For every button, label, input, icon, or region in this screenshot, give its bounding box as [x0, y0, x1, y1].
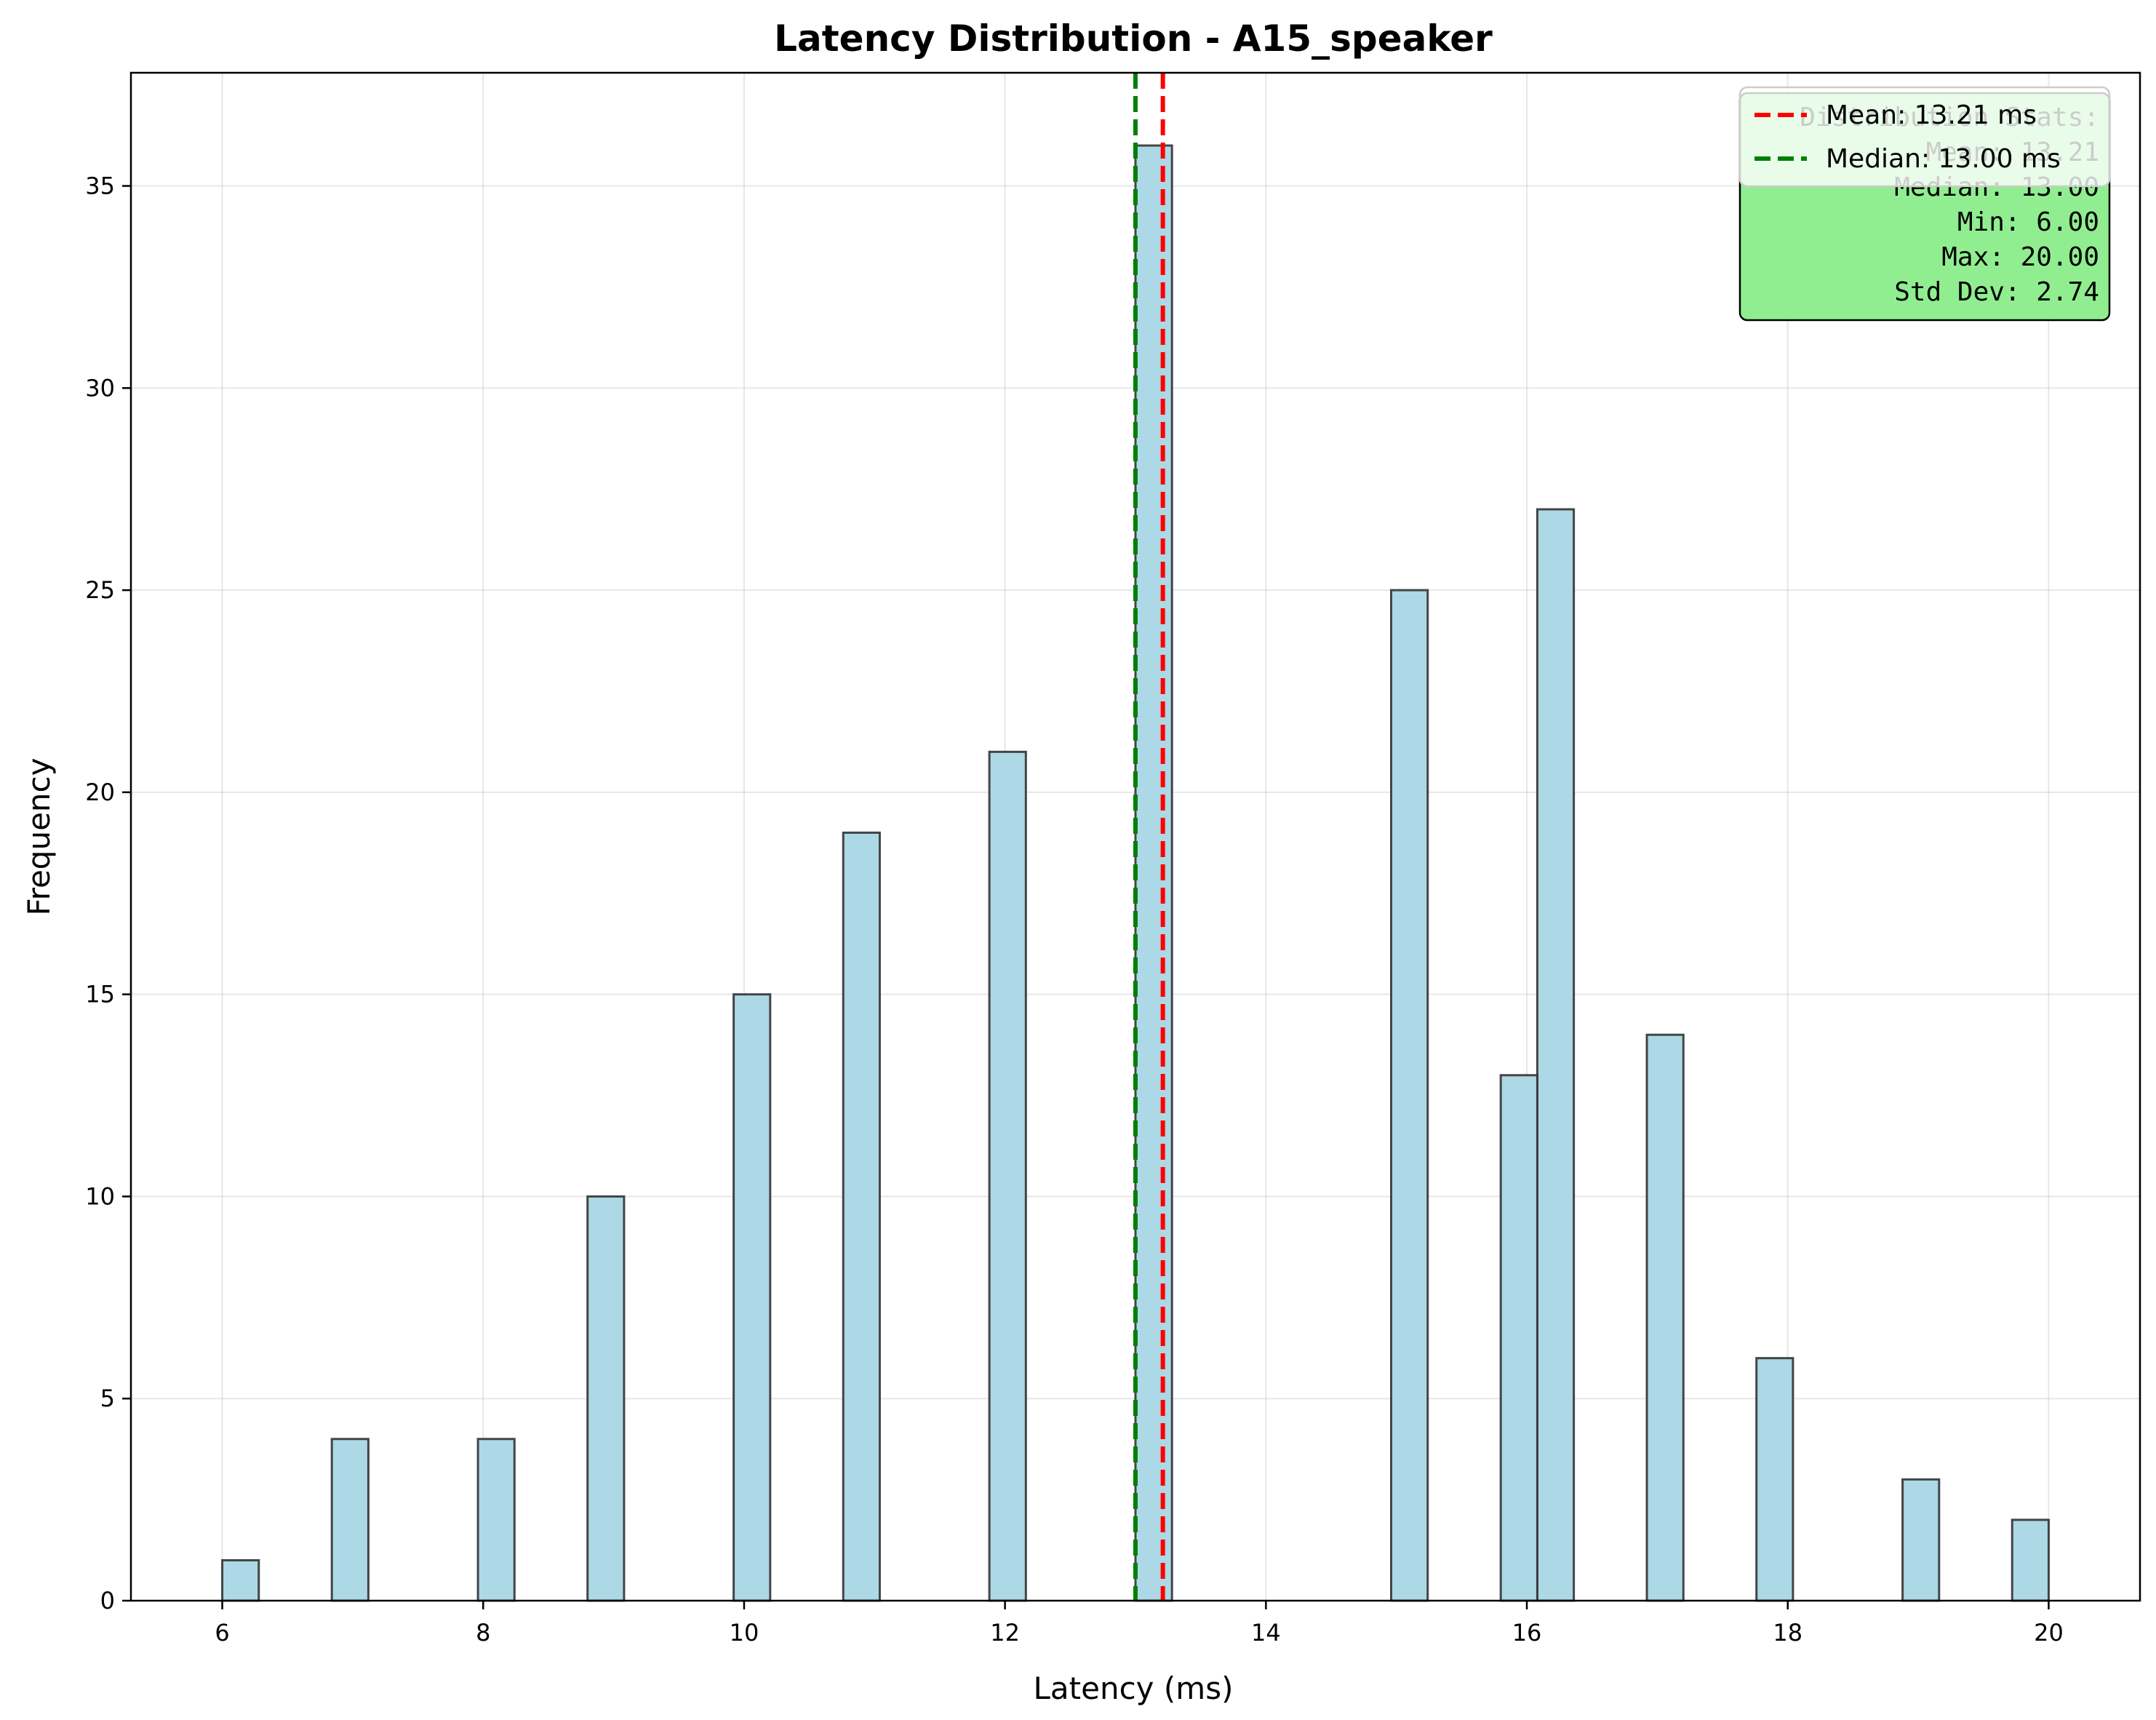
x-tick-label: 12: [990, 1619, 1020, 1647]
plot-frame: [129, 71, 2141, 1602]
histogram-bar: [476, 1438, 516, 1602]
legend-mean-label: Mean: 13.21 ms: [1826, 100, 2037, 130]
histogram-bar: [1901, 1478, 1941, 1602]
y-tick-label: 20: [85, 779, 115, 806]
stats-box-line: Std Dev: 2.74: [1894, 277, 2099, 307]
stats-box-line: Min: 6.00: [1957, 207, 2099, 237]
chart-title: Latency Distribution - A15_speaker: [774, 17, 1493, 60]
histogram-bar: [330, 1438, 370, 1602]
reference-lines: [1133, 73, 1165, 1601]
histogram-bar: [2011, 1518, 2050, 1602]
histogram-bars: [221, 144, 2050, 1602]
x-tick-label: 18: [1773, 1619, 1802, 1647]
y-tick-label: 15: [85, 981, 115, 1008]
histogram-bar: [221, 1558, 260, 1602]
legend-median-label: Median: 13.00 ms: [1826, 144, 2061, 174]
x-tick-label: 16: [1512, 1619, 1542, 1647]
histogram-bar: [1755, 1357, 1794, 1602]
histogram-bar: [988, 750, 1027, 1602]
histogram-bar: [1645, 1033, 1685, 1602]
y-tick-label: 10: [85, 1182, 115, 1210]
axes: 6 8 10 12 14 16 18 20 0 5 10 15 20 25 30 35: [85, 71, 2141, 1647]
histogram-bar: [1390, 589, 1429, 1602]
histogram-bar: [1536, 508, 1576, 1602]
x-axis-label: Latency (ms): [1034, 1671, 1234, 1706]
x-tick-label: 6: [215, 1619, 229, 1647]
y-tick-label: 30: [85, 374, 115, 402]
y-axis-label: Frequency: [21, 758, 57, 916]
y-tick-label: 5: [100, 1385, 115, 1412]
legend-panel: [1738, 86, 2111, 188]
y-tick-label: 25: [85, 576, 115, 604]
x-tick-label: 20: [2034, 1619, 2064, 1647]
x-tick-label: 10: [730, 1619, 759, 1647]
x-tick-label: 14: [1251, 1619, 1281, 1647]
histogram-bar: [586, 1195, 626, 1602]
histogram-bar: [1499, 1074, 1538, 1602]
stats-box-line: Max: 20.00: [1941, 242, 2099, 272]
histogram-bar: [1134, 144, 1173, 1602]
histogram-bar: [732, 993, 772, 1602]
legend: Mean: 13.21 ms Median: 13.00 ms: [1738, 86, 2111, 188]
y-tick-label: 0: [100, 1587, 115, 1615]
x-tick-label: 8: [476, 1619, 490, 1647]
y-tick-label: 35: [85, 172, 115, 200]
histogram-bar: [842, 831, 881, 1602]
